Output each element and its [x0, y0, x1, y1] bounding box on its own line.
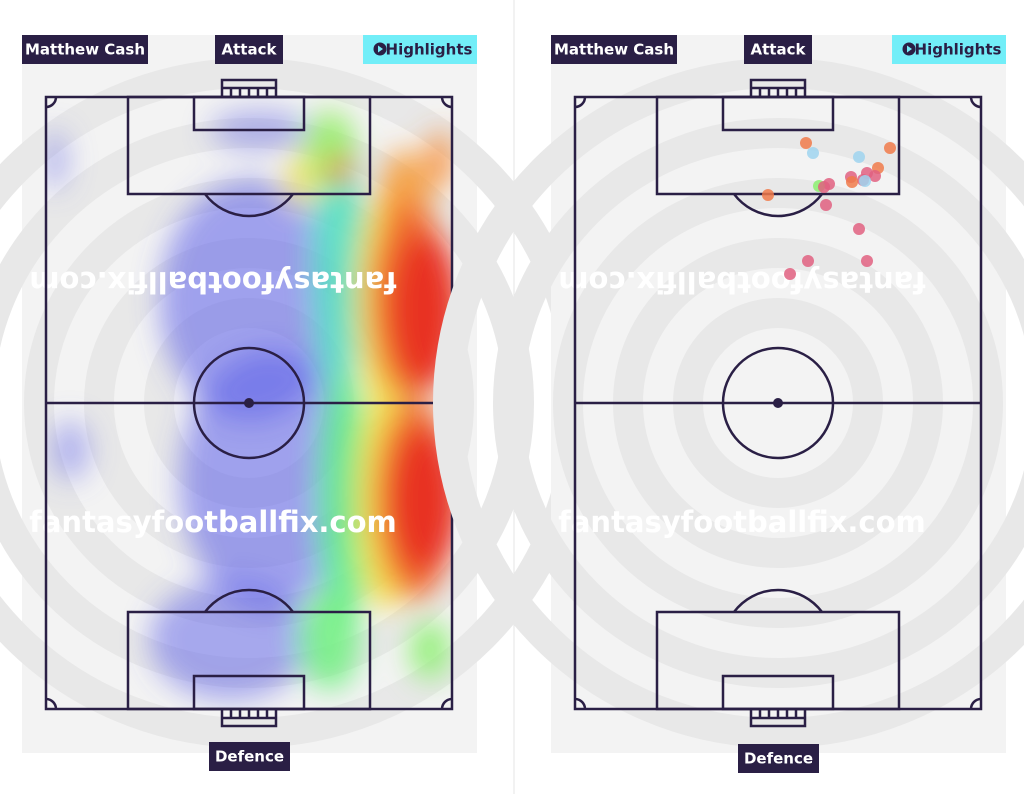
event-dot: [853, 223, 865, 235]
heat-blob: [46, 130, 67, 190]
event-dot: [818, 181, 830, 193]
event-dot: [762, 189, 774, 201]
penalty-arc: [733, 588, 823, 613]
centre-spot: [773, 398, 783, 408]
heat-blob: [390, 230, 452, 390]
heat-blob: [328, 155, 352, 185]
defence-label-bg: [738, 744, 819, 773]
button-label[interactable]: Highlights: [386, 41, 473, 59]
watermark: fantasyfootballfix.com: [29, 505, 397, 539]
centre-circle: [192, 346, 306, 460]
heat-blob: [320, 370, 370, 630]
attack-label: Attack: [751, 41, 807, 59]
event-dot: [846, 176, 858, 188]
panel: fantasyfootballfix.com fantasyfootballfix…: [433, 35, 1024, 773]
event-dot: [869, 170, 881, 182]
heat-blob: [315, 120, 365, 400]
watermark: fantasyfootballfix.com: [558, 505, 926, 539]
player-label-bg: [551, 35, 677, 64]
highlights-button[interactable]: Highlights: [892, 35, 1006, 64]
event-dot: [859, 175, 871, 187]
heat-blob: [410, 620, 450, 680]
watermark: fantasyfootballfix.com: [558, 265, 926, 299]
event-dot: [802, 255, 814, 267]
button-label[interactable]: Highlights: [915, 41, 1002, 59]
penalty-arc: [204, 588, 294, 613]
event-dot: [853, 151, 865, 163]
defence-label: Defence: [215, 748, 284, 766]
heat-blob: [50, 420, 90, 480]
centre-circle: [721, 346, 835, 460]
penalty-arc: [204, 193, 294, 218]
attack-label-bg: [744, 35, 812, 64]
ring: [433, 58, 1024, 748]
heat-blob: [390, 425, 452, 575]
penalty-arc: [733, 193, 823, 218]
player-label: Matthew Cash: [554, 41, 674, 59]
play-triangle[interactable]: [907, 45, 912, 53]
highlights-button[interactable]: Highlights: [363, 35, 477, 64]
event-dot: [807, 147, 819, 159]
event-dot: [784, 268, 796, 280]
panel: fantasyfootballfix.com fantasyfootballfix…: [0, 35, 594, 771]
centre-spot: [244, 398, 254, 408]
corner-arcs: [45, 96, 453, 710]
player-label-bg: [22, 35, 148, 64]
event-dot: [820, 199, 832, 211]
watermark: fantasyfootballfix.com: [29, 265, 397, 299]
goal: [749, 78, 807, 97]
event-dot: [800, 137, 812, 149]
attack-label: Attack: [222, 41, 278, 59]
goal: [749, 709, 807, 728]
player-label: Matthew Cash: [25, 41, 145, 59]
play-triangle[interactable]: [378, 45, 383, 53]
heat-blob: [285, 155, 315, 205]
heat-blob: [150, 580, 310, 700]
defence-label: Defence: [744, 750, 813, 768]
ring: [493, 118, 1024, 688]
defence-label-bg: [209, 742, 290, 771]
event-dot: [861, 255, 873, 267]
goal: [220, 78, 278, 97]
goal: [220, 709, 278, 728]
heat-blob: [180, 350, 360, 610]
heat-blob: [428, 130, 452, 190]
corner-arcs: [574, 96, 982, 710]
heat-blob: [300, 590, 360, 690]
attack-label-bg: [215, 35, 283, 64]
event-dot: [884, 142, 896, 154]
heatmap: [46, 110, 452, 700]
